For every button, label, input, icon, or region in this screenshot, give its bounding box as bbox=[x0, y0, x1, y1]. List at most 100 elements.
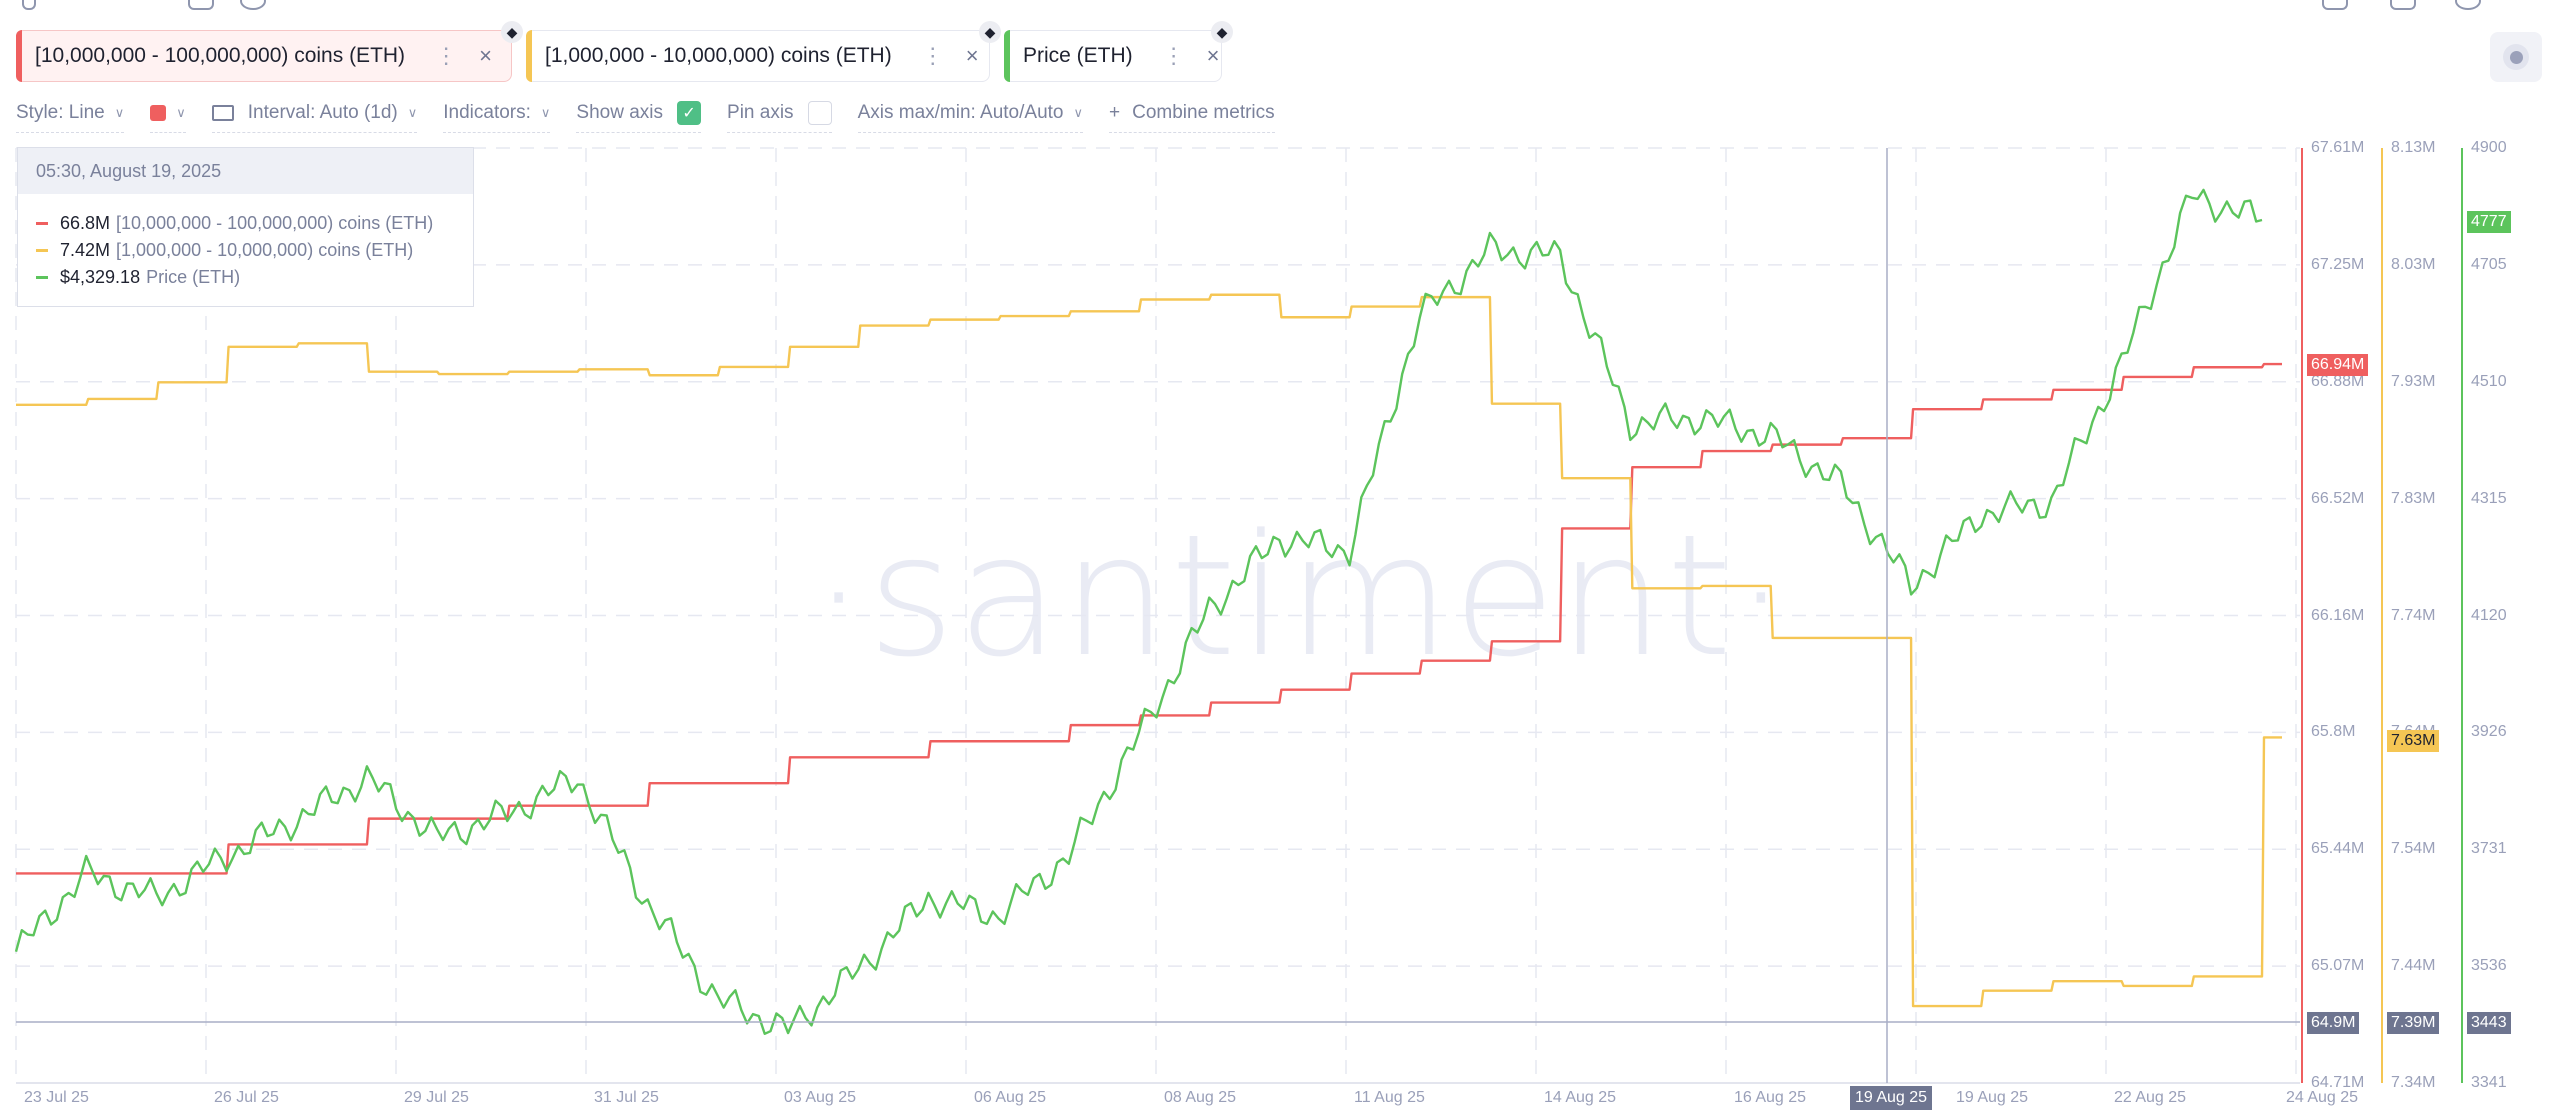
top-toolbar-icons bbox=[0, 0, 2560, 14]
x-axis-tick: 23 Jul 25 bbox=[24, 1089, 89, 1106]
chip-color-bar bbox=[1004, 30, 1010, 82]
y-axis-tick: 4315 bbox=[2471, 489, 2507, 507]
y-axis-tick: 67.25M bbox=[2311, 255, 2365, 273]
chevron-down-icon: ∨ bbox=[407, 105, 418, 120]
metric-label: Price (ETH) bbox=[1023, 44, 1133, 67]
copy-icon[interactable] bbox=[188, 0, 214, 10]
y-axis-tick: 7.54M bbox=[2391, 840, 2436, 858]
indicators-label: Indicators: bbox=[443, 102, 531, 123]
color-swatch bbox=[150, 105, 167, 121]
style-dropdown[interactable]: Style: Line ∨ bbox=[16, 98, 125, 133]
tooltip-name: [1,000,000 - 10,000,000) coins (ETH) bbox=[116, 240, 414, 260]
y-axis-tick: 7.44M bbox=[2391, 957, 2436, 975]
more-options-icon[interactable]: ⋮ bbox=[435, 43, 458, 68]
y-axis-tick: 3926 bbox=[2471, 723, 2507, 741]
x-axis-tick: 03 Aug 25 bbox=[784, 1089, 857, 1106]
share-icon[interactable] bbox=[2322, 0, 2348, 10]
x-axis-tick: 19 Aug 25 bbox=[1956, 1089, 2029, 1106]
x-axis-tick: 24 Aug 25 bbox=[2286, 1089, 2359, 1106]
y-axis-tick: 8.03M bbox=[2391, 255, 2436, 273]
crosshair-badge-red: 64.9M bbox=[2307, 1012, 2360, 1034]
x-axis-tick: 16 Aug 25 bbox=[1734, 1089, 1807, 1106]
y-axis-tick: 3341 bbox=[2471, 1074, 2507, 1091]
last-value-badge-green: 4777 bbox=[2467, 211, 2511, 233]
more-options-icon[interactable]: ⋮ bbox=[1162, 43, 1185, 68]
ethereum-icon: ◆ bbox=[501, 21, 523, 43]
pin-axis-toggle[interactable]: Pin axis bbox=[727, 98, 832, 133]
x-axis-tick: 31 Jul 25 bbox=[594, 1089, 659, 1106]
x-axis-tick: 22 Aug 25 bbox=[2114, 1089, 2187, 1106]
y-axis-tick: 7.34M bbox=[2391, 1074, 2436, 1091]
chevron-down-icon: ∨ bbox=[540, 105, 551, 120]
legend-dash bbox=[36, 249, 48, 252]
interval-label: Interval: Auto (1d) bbox=[247, 102, 398, 123]
indicators-dropdown[interactable]: Indicators: ∨ bbox=[443, 98, 551, 133]
pin-axis-checkbox[interactable] bbox=[807, 101, 832, 125]
metric-chips: [10,000,000 - 100,000,000) coins (ETH) ⋮… bbox=[16, 21, 1233, 82]
metric-chip-mid-holders[interactable]: [1,000,000 - 10,000,000) coins (ETH) ⋮ ×… bbox=[526, 21, 1001, 82]
link-icon[interactable] bbox=[22, 0, 36, 10]
y-axis-tick: 4120 bbox=[2471, 606, 2507, 624]
x-axis-tick: 08 Aug 25 bbox=[1164, 1089, 1237, 1106]
metric-chip-large-holders[interactable]: [10,000,000 - 100,000,000) coins (ETH) ⋮… bbox=[16, 21, 523, 82]
y-axis-tick: 8.13M bbox=[2391, 139, 2436, 156]
y-axis-tick: 3731 bbox=[2471, 840, 2507, 858]
x-axis-tick: 26 Jul 25 bbox=[214, 1089, 279, 1106]
crosshair-badge-green: 3443 bbox=[2467, 1012, 2511, 1034]
last-value-badge-yellow: 7.63M bbox=[2387, 730, 2440, 752]
crosshair-badge-yellow: 7.39M bbox=[2387, 1012, 2440, 1034]
close-icon[interactable]: × bbox=[965, 43, 979, 68]
close-icon[interactable]: × bbox=[1206, 43, 1220, 68]
y-axis-tick: 4510 bbox=[2471, 372, 2507, 390]
code-icon[interactable] bbox=[2390, 0, 2416, 10]
y-axis-tick: 7.74M bbox=[2391, 606, 2436, 624]
crosshair-date-badge: 19 Aug 25 bbox=[1850, 1086, 1933, 1110]
record-icon bbox=[2503, 44, 2529, 70]
combine-metrics-button[interactable]: + Combine metrics bbox=[1109, 98, 1275, 133]
y-axis-tick: 66.16M bbox=[2311, 606, 2365, 624]
x-axis-tick: 29 Jul 25 bbox=[404, 1089, 469, 1106]
tooltip-name: [10,000,000 - 100,000,000) coins (ETH) bbox=[116, 213, 434, 233]
show-axis-toggle[interactable]: Show axis ✓ bbox=[576, 98, 702, 133]
close-icon[interactable]: × bbox=[479, 43, 492, 68]
y-axis-tick: 4900 bbox=[2471, 139, 2507, 156]
tooltip-row: 7.42M [1,000,000 - 10,000,000) coins (ET… bbox=[36, 237, 473, 264]
tooltip-value: $4,329.18 bbox=[60, 267, 141, 287]
show-axis-label: Show axis bbox=[576, 102, 664, 123]
ethereum-icon: ◆ bbox=[1211, 21, 1233, 43]
y-axis-tick: 7.83M bbox=[2391, 489, 2436, 507]
chart-controls: Style: Line ∨ ∨ Interval: Auto (1d) ∨ In… bbox=[16, 98, 1301, 133]
y-axis-tick: 67.61M bbox=[2311, 139, 2365, 156]
combine-metrics-label: Combine metrics bbox=[1132, 102, 1275, 123]
ethereum-icon: ◆ bbox=[979, 21, 1001, 43]
plus-icon: + bbox=[1109, 102, 1121, 123]
y-axis-tick: 64.71M bbox=[2311, 1074, 2365, 1091]
axis-maxmin-dropdown[interactable]: Axis max/min: Auto/Auto ∨ bbox=[857, 98, 1083, 133]
y-axis-tick: 66.52M bbox=[2311, 489, 2365, 507]
x-axis-tick: 11 Aug 25 bbox=[1354, 1089, 1425, 1106]
record-button[interactable] bbox=[2490, 32, 2542, 82]
metric-chip-price[interactable]: Price (ETH) ⋮ × ◆ bbox=[1004, 21, 1233, 82]
legend-dash bbox=[36, 222, 48, 225]
y-axis-tick: 7.93M bbox=[2391, 372, 2436, 390]
chip-color-bar bbox=[526, 30, 532, 82]
tooltip-row: $4,329.18 Price (ETH) bbox=[36, 264, 473, 291]
axis-maxmin-label: Axis max/min: Auto/Auto bbox=[857, 102, 1064, 123]
last-value-badge-red: 66.94M bbox=[2307, 354, 2369, 376]
tooltip-value: 66.8M bbox=[60, 213, 111, 233]
legend-dash bbox=[36, 276, 48, 279]
pin-axis-label: Pin axis bbox=[727, 102, 794, 123]
y-axis-tick: 65.44M bbox=[2311, 840, 2365, 858]
interval-dropdown[interactable]: Interval: Auto (1d) ∨ bbox=[211, 98, 418, 133]
y-axis-tick: 65.07M bbox=[2311, 957, 2365, 975]
show-axis-checkbox[interactable]: ✓ bbox=[677, 101, 702, 125]
tooltip-row: 66.8M [10,000,000 - 100,000,000) coins (… bbox=[36, 210, 473, 237]
x-axis-tick: 14 Aug 25 bbox=[1544, 1089, 1617, 1106]
tooltip-name: Price (ETH) bbox=[146, 267, 241, 287]
color-picker[interactable]: ∨ bbox=[150, 98, 186, 133]
more-options-icon[interactable]: ⋮ bbox=[921, 43, 944, 68]
chevron-down-icon: ∨ bbox=[1073, 105, 1083, 120]
y-axis-tick: 66.88M bbox=[2311, 372, 2365, 390]
y-axis-tick: 65.8M bbox=[2311, 723, 2356, 741]
